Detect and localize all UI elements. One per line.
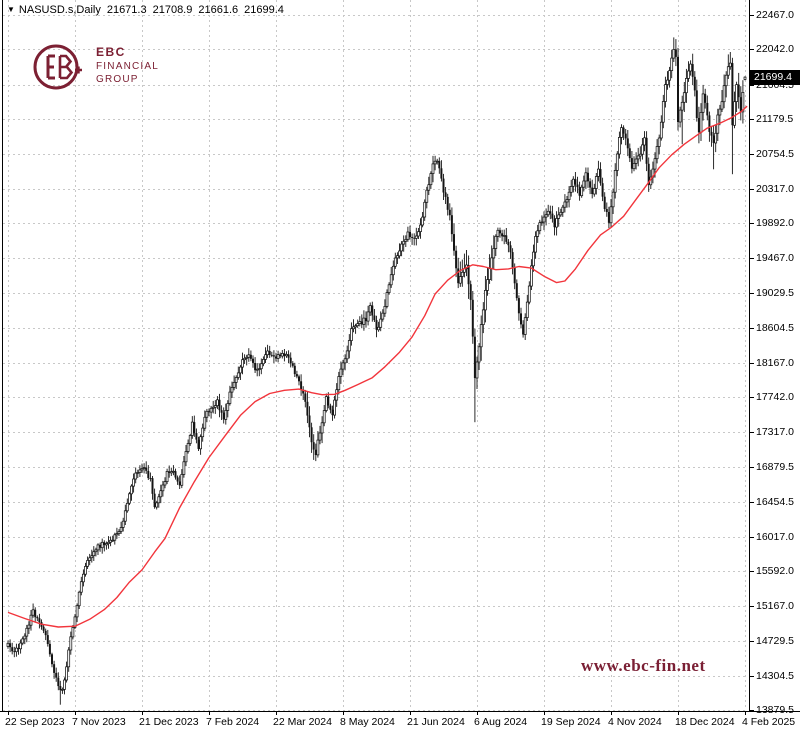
ohlc-toggle-icon[interactable]: ▼ (7, 5, 15, 14)
date-label: 19 Sep 2024 (541, 716, 601, 728)
price-label: 17742.0 (756, 391, 794, 404)
ebc-logo: EBC FINANCIAL GROUP (31, 41, 159, 93)
ebc-logo-text: EBC FINANCIAL GROUP (96, 46, 159, 88)
price-label: 18604.5 (756, 321, 794, 334)
chart-header: ▼ NASUSD.s,Daily 21671.3 21708.9 21661.6 2169… (7, 4, 284, 16)
price-label: 21179.5 (756, 113, 794, 126)
price-label: 17317.0 (756, 425, 794, 438)
price-label: 15592.0 (756, 565, 794, 578)
price-label: 13879.5 (756, 704, 794, 716)
price-label: 16879.5 (756, 461, 794, 474)
price-label: 16017.0 (756, 531, 794, 543)
date-label: 21 Dec 2023 (139, 716, 199, 728)
price-label: 14729.5 (756, 635, 794, 648)
price-label: 22467.0 (756, 9, 794, 21)
date-label: 8 May 2024 (340, 716, 395, 728)
symbol-timeframe-label: NASUSD.s,Daily (18, 4, 101, 16)
logo-line-3: GROUP (96, 74, 139, 85)
date-label: 7 Feb 2024 (206, 716, 260, 728)
price-label: 14304.5 (756, 669, 794, 682)
grid (3, 0, 748, 711)
price-label: 19467.0 (756, 251, 794, 264)
logo-line-2: FINANCIAL (96, 61, 160, 72)
date-label: 22 Sep 2023 (5, 716, 65, 728)
price-label: 15167.0 (756, 599, 794, 612)
price-label: 20317.0 (756, 183, 794, 195)
price-label: 22042.0 (756, 43, 794, 56)
moving-average-line (7, 105, 748, 628)
watermark-url: www.ebc-fin.net (581, 656, 706, 675)
logo-line-1: EBC (96, 45, 126, 59)
low-value: 21661.6 (198, 4, 239, 16)
open-value: 21671.3 (106, 4, 147, 16)
price-label: 20754.5 (756, 147, 794, 160)
date-label: 21 Jun 2024 (407, 716, 465, 728)
price-label: 19029.5 (756, 287, 794, 300)
price-label: 18167.0 (756, 357, 794, 369)
date-label: 6 Aug 2024 (474, 716, 528, 728)
date-label: 22 Mar 2024 (273, 716, 332, 728)
date-label: 7 Nov 2023 (72, 716, 126, 728)
price-label: 19892.0 (756, 217, 794, 230)
high-value: 21708.9 (152, 4, 193, 16)
axis-lines (0, 0, 800, 715)
date-label: 18 Dec 2024 (675, 716, 735, 728)
close-value: 21699.4 (244, 4, 284, 16)
current-price-badge: 21699.4 (750, 69, 800, 85)
date-label: 4 Nov 2024 (608, 716, 662, 728)
ebc-logo-icon (33, 44, 82, 90)
price-label: 16454.5 (756, 495, 794, 508)
candles-series (6, 37, 747, 705)
date-label: 4 Feb 2025 (742, 716, 796, 728)
